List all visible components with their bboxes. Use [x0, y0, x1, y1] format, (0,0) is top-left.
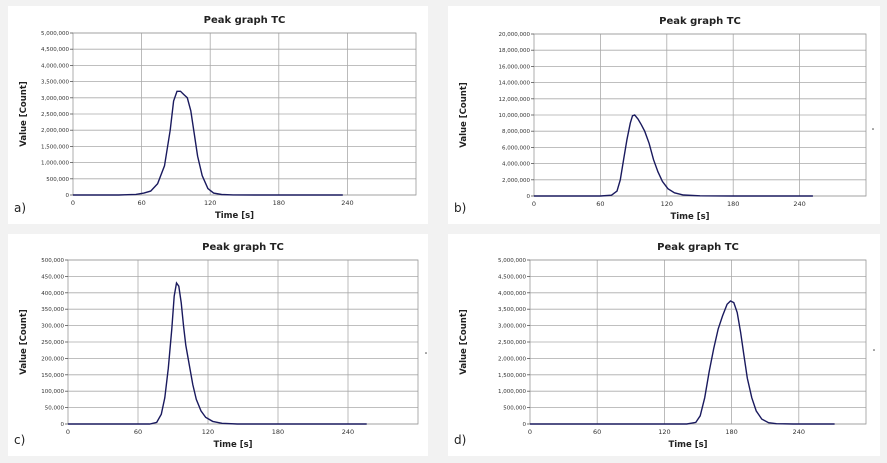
x-tick-label: 180: [725, 428, 737, 436]
x-tick-label: 120: [204, 199, 216, 207]
y-tick-label: 2,000,000: [498, 356, 526, 362]
y-tick-label: 3,500,000: [498, 307, 526, 313]
x-tick-label: 240: [342, 428, 354, 436]
y-tick-label: 1,500,000: [498, 373, 526, 379]
y-tick-label: 4,000,000: [502, 162, 530, 168]
y-tick-label: 1,500,000: [41, 144, 69, 150]
stray-dot: [872, 128, 874, 130]
y-tick-label: 2,500,000: [41, 112, 69, 118]
y-axis-label: Value [Count]: [459, 309, 469, 375]
x-tick-label: 240: [341, 199, 353, 207]
series-line-tc: [73, 90, 343, 196]
y-tick-label: 350,000: [41, 307, 64, 313]
y-axis-label: Value [Count]: [19, 81, 29, 147]
stray-dot: [873, 349, 875, 351]
panel-letter: b): [454, 201, 466, 215]
y-tick-label: 2,000,000: [502, 178, 530, 184]
x-tick-label: 120: [661, 200, 673, 208]
chart-d: 0 500,000 1,000,000 1,500,000 2,000,000 2,500…: [454, 242, 875, 450]
x-tick-label: 60: [134, 428, 142, 436]
y-tick-label: 3,500,000: [41, 80, 69, 86]
x-axis-label: Time [s]: [670, 212, 709, 222]
y-tick-label: 1,000,000: [498, 389, 526, 395]
x-tick-label: 0: [71, 199, 75, 207]
y-axis-label: Value [Count]: [19, 309, 29, 375]
x-tick-label: 180: [727, 200, 739, 208]
y-tick-label: 12,000,000: [499, 97, 531, 103]
x-tick-label: 180: [273, 199, 285, 207]
x-axis-label: Time [s]: [213, 440, 252, 450]
y-tick-label: 10,000,000: [499, 113, 531, 119]
x-tick-label: 60: [596, 200, 604, 208]
chart-title: Peak graph TC: [202, 242, 284, 253]
chart-panel-c: 0 50,000 100,000 150,000 200,000 250,000 300,0…: [8, 234, 428, 456]
x-tick-label: 240: [793, 200, 805, 208]
y-tick-label: 18,000,000: [499, 48, 531, 54]
y-tick-label: 3,000,000: [498, 324, 526, 330]
panel-letter: d): [454, 433, 466, 447]
panel-letter: c): [14, 433, 25, 447]
chart-panel-a: 0 500,000 1,000,000 1,500,000 2,000,000 2,500…: [8, 6, 428, 224]
x-tick-label: 0: [532, 200, 536, 208]
y-tick-label: 0: [61, 422, 65, 428]
series-line-tc: [534, 114, 813, 197]
y-tick-label: 16,000,000: [499, 64, 531, 70]
series-line-tc: [68, 281, 367, 425]
y-tick-label: 2,500,000: [498, 340, 526, 346]
chart-title: Peak graph TC: [659, 16, 741, 27]
y-tick-label: 0: [66, 193, 70, 199]
y-tick-label: 3,000,000: [41, 96, 69, 102]
x-tick-label: 60: [137, 199, 145, 207]
y-tick-label: 14,000,000: [499, 81, 531, 87]
chart-title: Peak graph TC: [657, 242, 739, 253]
y-tick-label: 450,000: [41, 274, 64, 280]
y-axis-label: Value [Count]: [459, 82, 469, 148]
chart-c: 0 50,000 100,000 150,000 200,000 250,000 300,0…: [14, 242, 427, 450]
y-tick-label: 200,000: [41, 356, 64, 362]
y-tick-label: 0: [523, 422, 527, 428]
y-tick-label: 50,000: [45, 406, 65, 412]
stray-dot: [425, 352, 427, 354]
y-tick-label: 500,000: [503, 406, 526, 412]
panel-letter: a): [14, 201, 26, 215]
x-tick-label: 180: [272, 428, 284, 436]
y-tick-label: 8,000,000: [502, 129, 530, 135]
chart-a: 0 500,000 1,000,000 1,500,000 2,000,000 2,500…: [14, 15, 417, 221]
y-tick-label: 250,000: [41, 340, 64, 346]
y-tick-label: 4,500,000: [498, 274, 526, 280]
y-tick-label: 500,000: [41, 258, 64, 264]
chart-title: Peak graph TC: [204, 15, 286, 26]
x-tick-label: 0: [66, 428, 70, 436]
y-tick-label: 500,000: [46, 177, 69, 183]
y-tick-label: 2,000,000: [41, 128, 69, 134]
y-tick-label: 0: [527, 194, 531, 200]
x-tick-label: 120: [658, 428, 670, 436]
chart-b: 0 2,000,000 4,000,000 6,000,000 8,000,000 10,…: [454, 16, 874, 222]
y-tick-label: 20,000,000: [499, 32, 531, 38]
y-tick-label: 6,000,000: [502, 145, 530, 151]
y-tick-label: 300,000: [41, 324, 64, 330]
y-tick-label: 5,000,000: [41, 31, 69, 37]
x-axis-label: Time [s]: [215, 211, 254, 221]
series-line-tc: [530, 300, 835, 425]
x-tick-label: 60: [593, 428, 601, 436]
y-tick-label: 150,000: [41, 373, 64, 379]
y-tick-label: 1,000,000: [41, 161, 69, 167]
x-axis-label: Time [s]: [668, 440, 707, 450]
x-tick-label: 240: [793, 428, 805, 436]
y-tick-label: 5,000,000: [498, 258, 526, 264]
y-tick-label: 4,000,000: [41, 63, 69, 69]
chart-panel-b: 0 2,000,000 4,000,000 6,000,000 8,000,000 10,…: [448, 6, 880, 224]
y-tick-label: 4,000,000: [498, 291, 526, 297]
x-tick-label: 120: [202, 428, 214, 436]
x-tick-label: 0: [528, 428, 532, 436]
y-tick-label: 100,000: [41, 389, 64, 395]
y-tick-label: 4,500,000: [41, 47, 69, 53]
chart-panel-d: 0 500,000 1,000,000 1,500,000 2,000,000 2,500…: [448, 234, 880, 456]
y-tick-label: 400,000: [41, 291, 64, 297]
